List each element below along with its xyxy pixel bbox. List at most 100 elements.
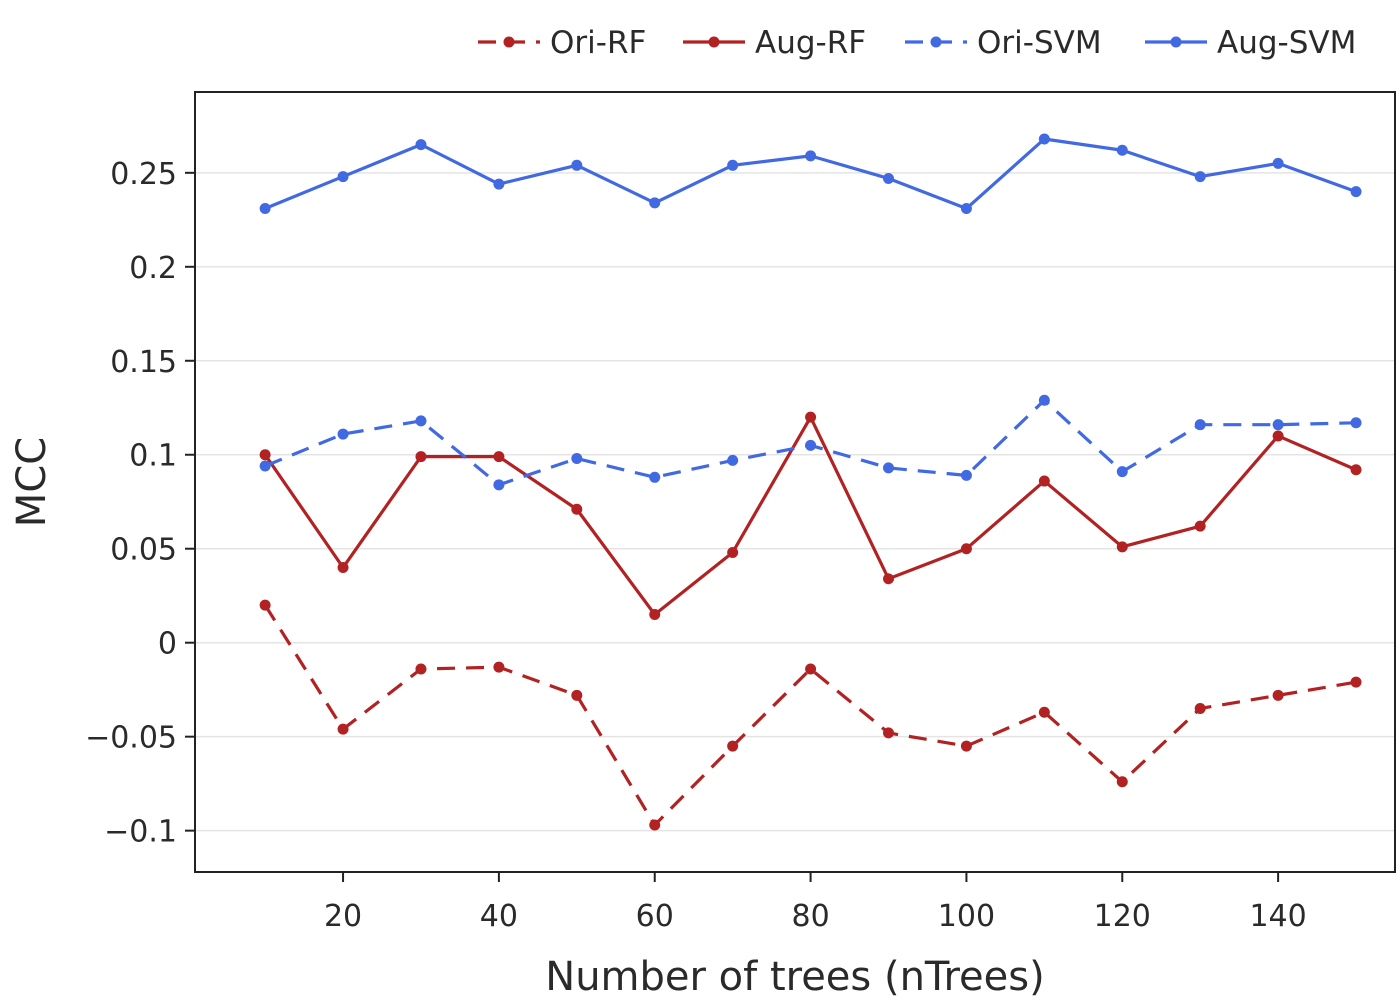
data-point-aug-svm [493, 178, 505, 190]
data-point-ori-rf [415, 663, 427, 675]
series-ori-svm [259, 394, 1362, 491]
legend-item-ori-rf: Ori-RF [478, 25, 646, 61]
data-point-aug-svm [259, 203, 271, 215]
data-point-aug-svm [1194, 171, 1206, 183]
legend-label: Aug-RF [755, 25, 866, 61]
data-point-aug-rf [1272, 430, 1284, 442]
legend-label: Ori-SVM [977, 25, 1102, 61]
legend-item-aug-svm: Aug-SVM [1145, 25, 1356, 61]
x-tick-label: 20 [324, 899, 362, 934]
data-point-aug-rf [259, 449, 271, 461]
x-tick-label: 120 [1094, 899, 1151, 934]
legend-marker [708, 36, 720, 48]
y-axis: −0.1 −0.05 0 0.05 0.1 0.15 0.2 0.25 [85, 157, 195, 850]
data-point-aug-rf [415, 451, 427, 463]
legend: Ori-RF Aug-RF Ori-SVM Aug-SVM [478, 25, 1356, 61]
data-point-ori-rf [1272, 689, 1284, 701]
data-point-ori-rf [1038, 706, 1050, 718]
data-point-ori-svm [727, 454, 739, 466]
data-point-ori-svm [649, 471, 661, 483]
legend-item-ori-svm: Ori-SVM [905, 25, 1102, 61]
data-point-aug-rf [883, 573, 895, 585]
data-point-aug-svm [571, 159, 583, 171]
data-point-ori-svm [883, 462, 895, 474]
x-axis-title: Number of trees (nTrees) [545, 954, 1044, 1000]
data-point-aug-svm [337, 171, 349, 183]
gridlines [195, 172, 1395, 832]
data-point-aug-rf [1194, 520, 1206, 532]
data-point-aug-rf [1116, 541, 1128, 553]
data-point-ori-svm [493, 479, 505, 491]
series-aug-svm [259, 133, 1362, 215]
data-point-aug-rf [337, 562, 349, 574]
data-point-ori-rf [1116, 776, 1128, 788]
data-point-aug-svm [415, 139, 427, 151]
plot-frame [194, 91, 1396, 873]
data-point-ori-svm [415, 415, 427, 427]
data-point-aug-rf [805, 411, 817, 423]
x-axis: 20 40 60 80 100 120 140 [324, 872, 1307, 934]
data-point-ori-svm [1350, 417, 1362, 429]
y-tick-label: 0 [158, 627, 177, 662]
data-point-ori-rf [571, 689, 583, 701]
legend-item-aug-rf: Aug-RF [683, 25, 866, 61]
data-point-aug-svm [1116, 144, 1128, 156]
x-tick-label: 140 [1249, 899, 1306, 934]
legend-label: Aug-SVM [1217, 25, 1356, 61]
data-point-ori-rf [1350, 676, 1362, 688]
data-point-aug-rf [1350, 464, 1362, 476]
data-point-ori-svm [1272, 419, 1284, 431]
data-point-ori-svm [571, 453, 583, 465]
y-tick-label: −0.05 [85, 721, 177, 756]
series-line-ori-rf [263, 604, 1357, 827]
data-point-ori-svm [1038, 394, 1050, 406]
data-point-ori-svm [259, 460, 271, 472]
data-point-aug-svm [1272, 157, 1284, 169]
data-point-aug-rf [1038, 475, 1050, 487]
x-tick-label: 80 [791, 899, 829, 934]
data-point-ori-svm [1116, 466, 1128, 478]
x-tick-label: 100 [938, 899, 995, 934]
x-tick-label: 60 [636, 899, 674, 934]
y-tick-label: 0.1 [129, 439, 177, 474]
series-ori-rf [259, 599, 1362, 831]
data-point-ori-rf [960, 740, 972, 752]
data-point-ori-rf [805, 663, 817, 675]
legend-marker [1170, 36, 1182, 48]
data-point-ori-rf [337, 723, 349, 735]
data-point-ori-rf [259, 599, 271, 611]
legend-label: Ori-RF [550, 25, 646, 61]
data-point-aug-svm [727, 159, 739, 171]
data-point-ori-rf [649, 819, 661, 831]
y-tick-label: 0.05 [110, 533, 177, 568]
y-tick-label: 0.2 [129, 251, 177, 286]
data-point-aug-svm [883, 172, 895, 184]
y-tick-label: 0.25 [110, 157, 177, 192]
data-point-aug-svm [960, 203, 972, 215]
y-axis-title: MCC [9, 437, 55, 527]
data-point-aug-svm [1350, 186, 1362, 198]
data-point-aug-svm [1038, 133, 1050, 145]
data-point-ori-rf [1194, 702, 1206, 714]
data-point-ori-svm [805, 439, 817, 451]
data-point-aug-rf [571, 503, 583, 515]
data-point-aug-rf [960, 543, 972, 555]
data-point-ori-svm [1194, 419, 1206, 431]
y-tick-label: 0.15 [110, 345, 177, 380]
series-layer [259, 133, 1362, 831]
data-point-ori-rf [727, 740, 739, 752]
y-tick-label: −0.1 [104, 815, 177, 850]
data-point-ori-svm [337, 428, 349, 440]
data-point-aug-rf [493, 451, 505, 463]
series-line-aug-svm [264, 137, 1357, 211]
legend-marker [503, 36, 515, 48]
data-point-aug-svm [805, 150, 817, 162]
legend-marker [930, 36, 942, 48]
data-point-ori-rf [883, 727, 895, 739]
x-tick-label: 40 [480, 899, 518, 934]
data-point-aug-rf [727, 546, 739, 558]
data-point-ori-rf [493, 661, 505, 673]
data-point-aug-rf [649, 609, 661, 621]
data-point-aug-svm [649, 197, 661, 209]
